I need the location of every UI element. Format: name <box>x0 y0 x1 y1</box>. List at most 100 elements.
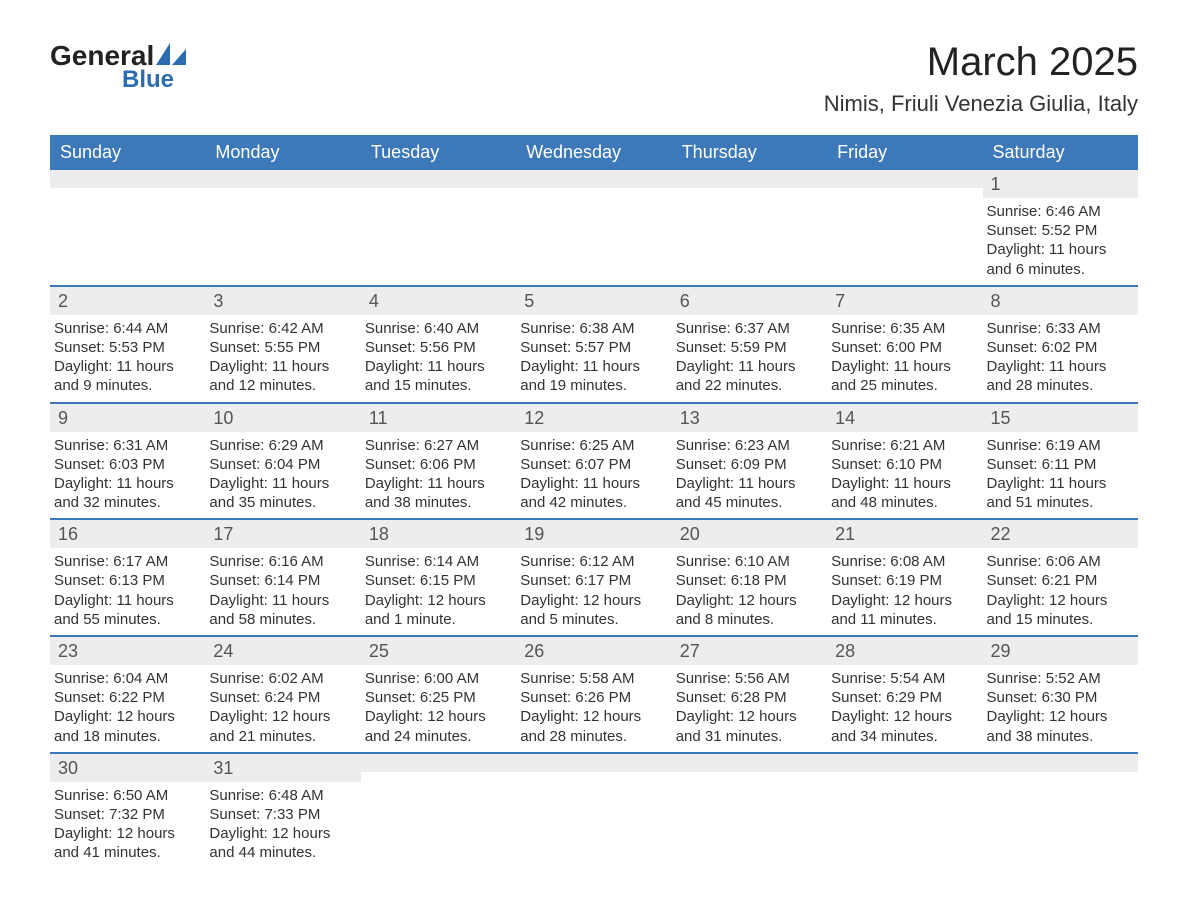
day-data: Sunrise: 6:04 AMSunset: 6:22 PMDaylight:… <box>50 665 205 752</box>
sunrise-line: Sunrise: 6:44 AM <box>54 319 199 338</box>
calendar-day <box>983 754 1138 869</box>
daylight-line: Daylight: 12 hours and 34 minutes. <box>831 707 976 745</box>
calendar-day: 28Sunrise: 5:54 AMSunset: 6:29 PMDayligh… <box>827 637 982 752</box>
day-data: Sunrise: 6:06 AMSunset: 6:21 PMDaylight:… <box>983 548 1138 635</box>
sunrise-line: Sunrise: 5:52 AM <box>987 669 1132 688</box>
calendar-day: 17 Sunrise: 6:16 AMSunset: 6:14 PMDayligh… <box>205 520 360 635</box>
day-number-row: 22 <box>983 520 1138 548</box>
sunrise-line: Sunrise: 6:40 AM <box>365 319 510 338</box>
day-number-row: 18 <box>361 520 516 548</box>
sunrise-line: Sunrise: 6:23 AM <box>676 436 821 455</box>
day-number-row: 14 <box>827 404 982 432</box>
daylight-line: Daylight: 12 hours and 31 minutes. <box>676 707 821 745</box>
day-data: Sunrise: 6:25 AMSunset: 6:07 PMDaylight:… <box>516 432 671 519</box>
calendar-day <box>205 170 360 285</box>
daylight-line: Daylight: 11 hours and 58 minutes. <box>209 591 354 629</box>
sunset-line: Sunset: 6:13 PM <box>54 571 199 590</box>
calendar-day: 6Sunrise: 6:37 AMSunset: 5:59 PMDaylight… <box>672 287 827 402</box>
day-data: Sunrise: 6:19 AMSunset: 6:11 PMDaylight:… <box>983 432 1138 519</box>
calendar-day: 31Sunrise: 6:48 AMSunset: 7:33 PMDayligh… <box>205 754 360 869</box>
calendar-day <box>516 754 671 869</box>
day-data: Sunrise: 6:08 AMSunset: 6:19 PMDaylight:… <box>827 548 982 635</box>
sunset-line: Sunset: 6:19 PM <box>831 571 976 590</box>
calendar-body: 1Sunrise: 6:46 AMSunset: 5:52 PMDaylight… <box>50 170 1138 869</box>
sunrise-line: Sunrise: 6:16 AM <box>209 552 354 571</box>
sunrise-line: Sunrise: 6:00 AM <box>365 669 510 688</box>
daylight-line: Daylight: 12 hours and 24 minutes. <box>365 707 510 745</box>
day-number-row <box>50 170 205 188</box>
daylight-line: Daylight: 12 hours and 1 minute. <box>365 591 510 629</box>
day-number: 21 <box>827 520 863 548</box>
calendar-day <box>827 754 982 869</box>
sunset-line: Sunset: 6:10 PM <box>831 455 976 474</box>
sunrise-line: Sunrise: 6:14 AM <box>365 552 510 571</box>
day-number-row <box>205 170 360 188</box>
title-month: March 2025 <box>824 40 1138 85</box>
calendar-day <box>516 170 671 285</box>
weekday-header: Wednesday <box>516 135 671 170</box>
daylight-line: Daylight: 12 hours and 8 minutes. <box>676 591 821 629</box>
daylight-line: Daylight: 11 hours and 55 minutes. <box>54 591 199 629</box>
day-number-row: 25 <box>361 637 516 665</box>
day-number-row: 21 <box>827 520 982 548</box>
sunrise-line: Sunrise: 6:27 AM <box>365 436 510 455</box>
daylight-line: Daylight: 11 hours and 6 minutes. <box>987 240 1132 278</box>
day-number-row <box>361 170 516 188</box>
daylight-line: Daylight: 12 hours and 5 minutes. <box>520 591 665 629</box>
day-data: Sunrise: 6:44 AMSunset: 5:53 PMDaylight:… <box>50 315 205 402</box>
calendar-week: 1Sunrise: 6:46 AMSunset: 5:52 PMDaylight… <box>50 170 1138 285</box>
day-number: 1 <box>983 170 1009 198</box>
day-number: 19 <box>516 520 552 548</box>
sunset-line: Sunset: 6:29 PM <box>831 688 976 707</box>
daylight-line: Daylight: 11 hours and 9 minutes. <box>54 357 199 395</box>
day-number: 27 <box>672 637 708 665</box>
calendar-day: 8Sunrise: 6:33 AMSunset: 6:02 PMDaylight… <box>983 287 1138 402</box>
calendar-day: 5Sunrise: 6:38 AMSunset: 5:57 PMDaylight… <box>516 287 671 402</box>
day-number: 24 <box>205 637 241 665</box>
daylight-line: Daylight: 11 hours and 25 minutes. <box>831 357 976 395</box>
sunset-line: Sunset: 6:28 PM <box>676 688 821 707</box>
day-number: 8 <box>983 287 1009 315</box>
daylight-line: Daylight: 11 hours and 19 minutes. <box>520 357 665 395</box>
sunrise-line: Sunrise: 6:02 AM <box>209 669 354 688</box>
sunset-line: Sunset: 6:11 PM <box>987 455 1132 474</box>
sunset-line: Sunset: 6:00 PM <box>831 338 976 357</box>
day-number: 23 <box>50 637 86 665</box>
sunrise-line: Sunrise: 6:04 AM <box>54 669 199 688</box>
sunset-line: Sunset: 6:07 PM <box>520 455 665 474</box>
day-number-row: 26 <box>516 637 671 665</box>
sunrise-line: Sunrise: 6:19 AM <box>987 436 1132 455</box>
calendar-day <box>827 170 982 285</box>
sunrise-line: Sunrise: 6:42 AM <box>209 319 354 338</box>
day-number: 17 <box>205 520 241 548</box>
day-data: Sunrise: 6:33 AMSunset: 6:02 PMDaylight:… <box>983 315 1138 402</box>
brand-logo: General Blue <box>50 40 186 94</box>
sunset-line: Sunset: 6:30 PM <box>987 688 1132 707</box>
sunrise-line: Sunrise: 6:31 AM <box>54 436 199 455</box>
day-data: Sunrise: 6:27 AMSunset: 6:06 PMDaylight:… <box>361 432 516 519</box>
sunrise-line: Sunrise: 5:56 AM <box>676 669 821 688</box>
daylight-line: Daylight: 11 hours and 51 minutes. <box>987 474 1132 512</box>
day-number-row: 12 <box>516 404 671 432</box>
calendar-day: 30Sunrise: 6:50 AMSunset: 7:32 PMDayligh… <box>50 754 205 869</box>
day-number-row: 1 <box>983 170 1138 198</box>
day-data: Sunrise: 6:12 AMSunset: 6:17 PMDaylight:… <box>516 548 671 635</box>
daylight-line: Daylight: 11 hours and 42 minutes. <box>520 474 665 512</box>
calendar-day: 22Sunrise: 6:06 AMSunset: 6:21 PMDayligh… <box>983 520 1138 635</box>
sunrise-line: Sunrise: 6:12 AM <box>520 552 665 571</box>
sunrise-line: Sunrise: 6:37 AM <box>676 319 821 338</box>
daylight-line: Daylight: 11 hours and 15 minutes. <box>365 357 510 395</box>
day-number-row: 27 <box>672 637 827 665</box>
day-number: 15 <box>983 404 1019 432</box>
daylight-line: Daylight: 11 hours and 12 minutes. <box>209 357 354 395</box>
day-number: 30 <box>50 754 86 782</box>
day-number: 18 <box>361 520 397 548</box>
calendar-day: 24Sunrise: 6:02 AMSunset: 6:24 PMDayligh… <box>205 637 360 752</box>
day-number-row: 3 <box>205 287 360 315</box>
day-data: Sunrise: 6:23 AMSunset: 6:09 PMDaylight:… <box>672 432 827 519</box>
day-number-row: 24 <box>205 637 360 665</box>
calendar-day <box>361 754 516 869</box>
sunrise-line: Sunrise: 6:50 AM <box>54 786 199 805</box>
day-number-row: 6 <box>672 287 827 315</box>
sunset-line: Sunset: 6:14 PM <box>209 571 354 590</box>
